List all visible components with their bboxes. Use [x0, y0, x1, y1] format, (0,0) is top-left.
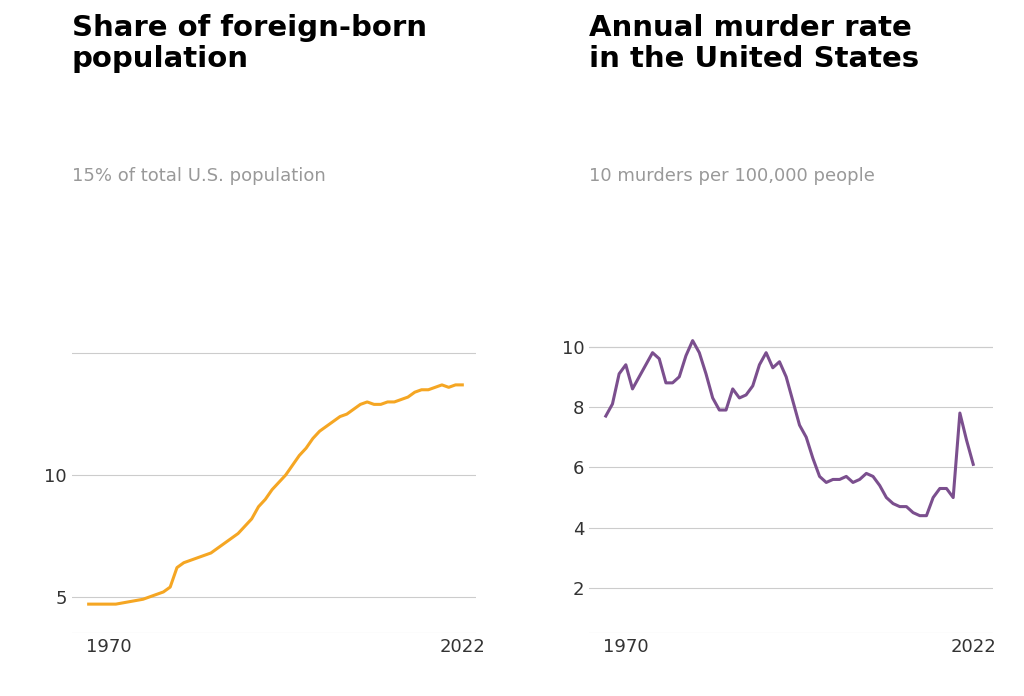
Text: 15% of total U.S. population: 15% of total U.S. population — [72, 167, 326, 185]
Text: Share of foreign-born
population: Share of foreign-born population — [72, 14, 427, 73]
Text: Annual murder rate
in the United States: Annual murder rate in the United States — [589, 14, 920, 73]
Text: 10 murders per 100,000 people: 10 murders per 100,000 people — [589, 167, 874, 185]
